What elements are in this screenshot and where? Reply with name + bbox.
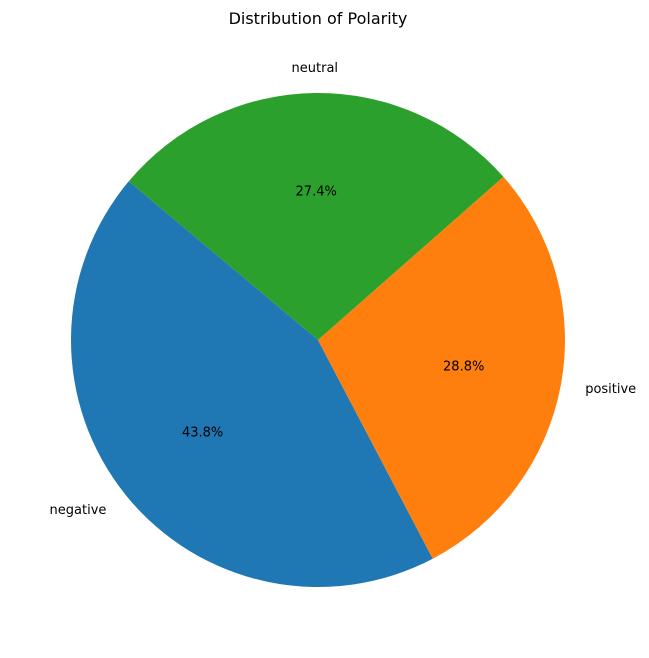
slice-label-positive: positive [585, 382, 636, 397]
slice-label-neutral: neutral [292, 61, 339, 76]
pie-slice-positive [318, 176, 565, 559]
pie-slice-neutral [128, 93, 504, 340]
slice-percent-negative: 43.8% [182, 425, 223, 440]
pie-slice-negative [71, 181, 433, 587]
pie-slices [71, 93, 565, 587]
slice-percent-neutral: 27.4% [296, 184, 337, 199]
pie-labels: negative 43.8% positive 28.8% neutral 27.4% [50, 61, 637, 518]
slice-label-negative: negative [50, 503, 107, 518]
slice-percent-positive: 28.8% [443, 360, 484, 375]
chart-title: Distribution of Polarity [229, 9, 408, 28]
